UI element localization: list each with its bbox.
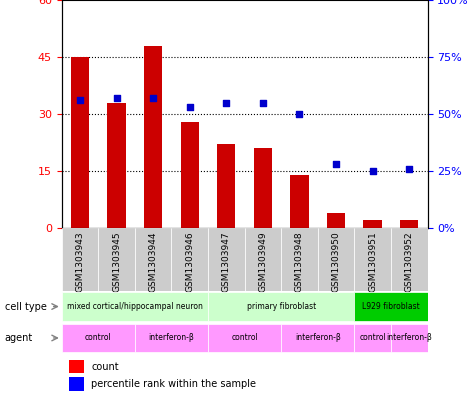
Point xyxy=(259,99,267,106)
Point xyxy=(113,95,121,101)
Bar xyxy=(71,57,89,228)
Bar xyxy=(290,175,309,228)
Bar xyxy=(400,220,418,228)
FancyBboxPatch shape xyxy=(208,228,245,291)
Bar xyxy=(107,103,126,228)
Bar xyxy=(254,148,272,228)
Text: GSM1303948: GSM1303948 xyxy=(295,231,304,292)
FancyBboxPatch shape xyxy=(281,228,318,291)
Point xyxy=(332,161,340,167)
Text: L929 fibroblast: L929 fibroblast xyxy=(362,302,420,311)
FancyBboxPatch shape xyxy=(135,324,208,352)
FancyBboxPatch shape xyxy=(354,292,428,321)
Point xyxy=(222,99,230,106)
FancyBboxPatch shape xyxy=(391,324,428,352)
FancyBboxPatch shape xyxy=(135,228,171,291)
FancyBboxPatch shape xyxy=(245,228,281,291)
Bar xyxy=(363,220,382,228)
Text: interferon-β: interferon-β xyxy=(295,334,341,342)
Text: control: control xyxy=(85,334,112,342)
FancyBboxPatch shape xyxy=(281,324,354,352)
Bar xyxy=(144,46,162,228)
Bar xyxy=(180,121,199,228)
Text: interferon-β: interferon-β xyxy=(386,334,432,342)
Point xyxy=(295,111,304,117)
Text: GSM1303947: GSM1303947 xyxy=(222,231,231,292)
FancyBboxPatch shape xyxy=(318,228,354,291)
Text: GSM1303949: GSM1303949 xyxy=(258,231,267,292)
FancyBboxPatch shape xyxy=(354,324,391,352)
Text: interferon-β: interferon-β xyxy=(149,334,194,342)
Text: GSM1303943: GSM1303943 xyxy=(76,231,85,292)
FancyBboxPatch shape xyxy=(391,228,428,291)
FancyBboxPatch shape xyxy=(98,228,135,291)
Point xyxy=(149,95,157,101)
Text: GSM1303951: GSM1303951 xyxy=(368,231,377,292)
Point xyxy=(405,165,413,172)
Text: control: control xyxy=(359,334,386,342)
Text: GSM1303945: GSM1303945 xyxy=(112,231,121,292)
Text: GSM1303952: GSM1303952 xyxy=(405,231,414,292)
Bar xyxy=(217,144,236,228)
Text: count: count xyxy=(91,362,119,372)
FancyBboxPatch shape xyxy=(208,324,281,352)
Text: GSM1303946: GSM1303946 xyxy=(185,231,194,292)
FancyBboxPatch shape xyxy=(62,228,98,291)
Text: GSM1303944: GSM1303944 xyxy=(149,231,158,292)
FancyBboxPatch shape xyxy=(354,228,391,291)
Point xyxy=(186,104,194,110)
Bar xyxy=(327,213,345,228)
Text: mixed cortical/hippocampal neuron: mixed cortical/hippocampal neuron xyxy=(67,302,203,311)
Text: control: control xyxy=(231,334,258,342)
Point xyxy=(369,168,377,174)
FancyBboxPatch shape xyxy=(171,228,208,291)
Text: percentile rank within the sample: percentile rank within the sample xyxy=(91,379,256,389)
Text: primary fibroblast: primary fibroblast xyxy=(247,302,316,311)
FancyBboxPatch shape xyxy=(62,324,135,352)
Bar xyxy=(69,360,84,373)
FancyBboxPatch shape xyxy=(62,292,208,321)
FancyBboxPatch shape xyxy=(208,292,354,321)
Text: agent: agent xyxy=(5,333,33,343)
Text: cell type: cell type xyxy=(5,301,47,312)
Point xyxy=(76,97,84,103)
Bar xyxy=(69,377,84,391)
Text: GSM1303950: GSM1303950 xyxy=(332,231,341,292)
